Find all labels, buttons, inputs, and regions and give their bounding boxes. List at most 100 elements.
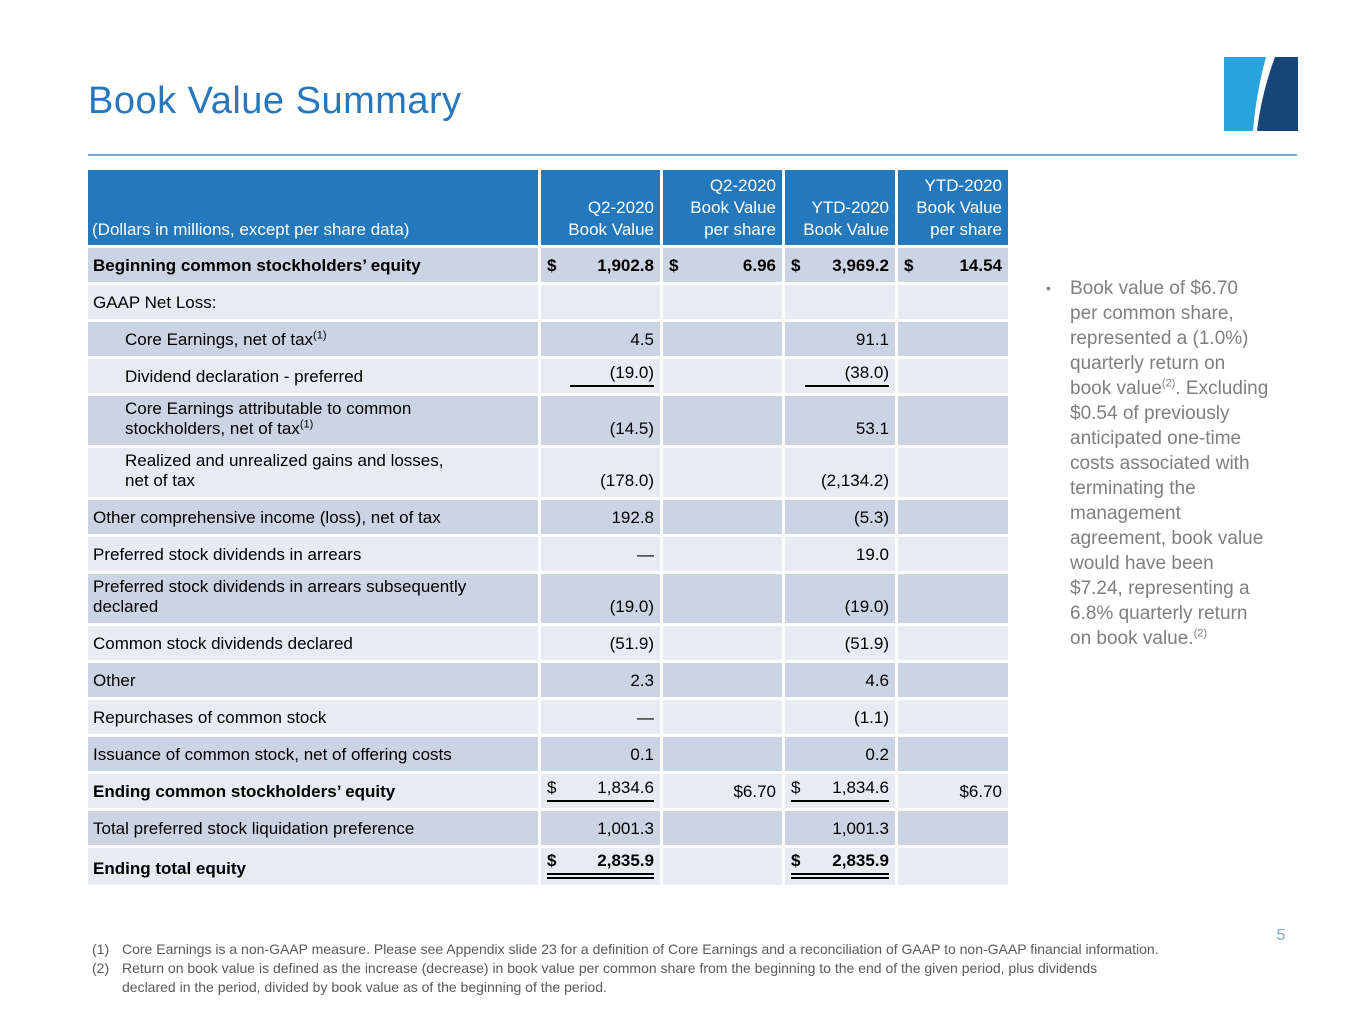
value-cell: (19.0) bbox=[541, 359, 660, 393]
value-cell: $3,969.2 bbox=[785, 248, 895, 282]
value-cell bbox=[898, 811, 1008, 845]
footnotes-list: (1) Core Earnings is a non-GAAP measure. … bbox=[92, 940, 1232, 997]
page-title: Book Value Summary bbox=[88, 80, 462, 122]
value-cell: — bbox=[541, 700, 660, 734]
note-line: would have been bbox=[1070, 553, 1214, 574]
note-line: agreement, book value bbox=[1070, 528, 1264, 549]
table-row: Repurchases of common stock — (1.1) bbox=[88, 700, 1008, 734]
value-cell: $6.70 bbox=[898, 774, 1008, 808]
page-number: 5 bbox=[1276, 927, 1286, 944]
value-cell: (1.1) bbox=[785, 700, 895, 734]
row-label: Other comprehensive income (loss), net o… bbox=[88, 500, 538, 534]
value-cell: $2,835.9 bbox=[541, 848, 660, 885]
value-cell: 0.2 bbox=[785, 737, 895, 771]
value-cell bbox=[663, 285, 782, 319]
note-line: represented a (1.0%) bbox=[1070, 328, 1249, 349]
value-cell: 192.8 bbox=[541, 500, 660, 534]
table-row: Preferred stock dividends in arrears sub… bbox=[88, 574, 1008, 623]
column-header: Q2-2020 Book Value bbox=[541, 170, 660, 245]
sidebar-note-text: Book value of $6.70 per common share, repr… bbox=[1070, 276, 1292, 651]
value-cell: 1,001.3 bbox=[785, 811, 895, 845]
table-row: Other 2.3 4.6 bbox=[88, 663, 1008, 697]
value-cell: 19.0 bbox=[785, 537, 895, 571]
note-line: Book value of $6.70 bbox=[1070, 278, 1238, 299]
value-cell: $6.96 bbox=[663, 248, 782, 282]
value-cell bbox=[898, 285, 1008, 319]
row-label: Beginning common stockholders’ equity bbox=[88, 248, 538, 282]
table-row: Core Earnings, net of tax(1) 4.5 91.1 bbox=[88, 322, 1008, 356]
row-label: GAAP Net Loss: bbox=[88, 285, 538, 319]
value-cell: $14.54 bbox=[898, 248, 1008, 282]
table-row: GAAP Net Loss: bbox=[88, 285, 1008, 319]
note-line: quarterly return on bbox=[1070, 353, 1226, 374]
table-header-row: (Dollars in millions, except per share d… bbox=[88, 170, 1008, 245]
value-cell: 2.3 bbox=[541, 663, 660, 697]
value-cell: $6.70 bbox=[663, 774, 782, 808]
sidebar-note: • Book value of $6.70 per common share, re… bbox=[1046, 276, 1292, 651]
value-cell bbox=[663, 448, 782, 497]
value-cell bbox=[663, 626, 782, 660]
value-cell: 1,001.3 bbox=[541, 811, 660, 845]
value-cell: (51.9) bbox=[785, 626, 895, 660]
table-row: Total preferred stock liquidation prefer… bbox=[88, 811, 1008, 845]
note-line: 6.8% quarterly return bbox=[1070, 603, 1248, 624]
book-value-table: (Dollars in millions, except per share d… bbox=[88, 170, 1008, 888]
column-header: YTD-2020 Book Value bbox=[785, 170, 895, 245]
table-row: Dividend declaration - preferred (19.0) (3… bbox=[88, 359, 1008, 393]
table-row: Realized and unrealized gains and losses… bbox=[88, 448, 1008, 497]
footnote-marker: (2) bbox=[92, 960, 110, 976]
value-cell bbox=[898, 537, 1008, 571]
company-logo-icon bbox=[1224, 57, 1298, 131]
value-cell bbox=[663, 848, 782, 885]
value-cell bbox=[898, 574, 1008, 623]
value-cell bbox=[898, 848, 1008, 885]
row-label: Preferred stock dividends in arrears bbox=[88, 537, 538, 571]
value-cell bbox=[898, 737, 1008, 771]
value-cell: (38.0) bbox=[785, 359, 895, 393]
table-row: Preferred stock dividends in arrears — 19.… bbox=[88, 537, 1008, 571]
note-line: book value(2). Excluding bbox=[1070, 377, 1269, 399]
note-line: anticipated one-time bbox=[1070, 428, 1242, 449]
value-cell bbox=[663, 396, 782, 445]
note-line: on book value.(2) bbox=[1070, 627, 1208, 649]
note-line: costs associated with bbox=[1070, 453, 1250, 474]
note-line: $7.24, representing a bbox=[1070, 578, 1250, 599]
value-cell: 91.1 bbox=[785, 322, 895, 356]
note-line: terminating the bbox=[1070, 478, 1196, 499]
footnote-marker: (1) bbox=[92, 941, 110, 957]
value-cell bbox=[898, 448, 1008, 497]
value-cell: 4.5 bbox=[541, 322, 660, 356]
value-cell bbox=[663, 574, 782, 623]
value-cell: $1,834.6 bbox=[541, 774, 660, 808]
value-cell: $1,902.8 bbox=[541, 248, 660, 282]
table-row: Ending common stockholders’ equity $1,834… bbox=[88, 774, 1008, 808]
note-line: management bbox=[1070, 503, 1181, 524]
value-cell bbox=[898, 663, 1008, 697]
value-cell: (5.3) bbox=[785, 500, 895, 534]
footnote: (1) Core Earnings is a non-GAAP measure. … bbox=[92, 940, 1232, 959]
value-cell bbox=[898, 626, 1008, 660]
value-cell bbox=[898, 500, 1008, 534]
value-cell bbox=[663, 359, 782, 393]
column-header: YTD-2020 Book Value per share bbox=[898, 170, 1008, 245]
value-cell bbox=[898, 700, 1008, 734]
row-label: Core Earnings, net of tax(1) bbox=[88, 322, 538, 356]
value-cell: — bbox=[541, 537, 660, 571]
row-label: Other bbox=[88, 663, 538, 697]
table-row: Other comprehensive income (loss), net o… bbox=[88, 500, 1008, 534]
column-header: Q2-2020 Book Value per share bbox=[663, 170, 782, 245]
value-cell: (19.0) bbox=[541, 574, 660, 623]
value-cell: 53.1 bbox=[785, 396, 895, 445]
note-line: $0.54 of previously bbox=[1070, 403, 1230, 424]
table-row: Issuance of common stock, net of offerin… bbox=[88, 737, 1008, 771]
footnote-text: Return on book value is defined as the i… bbox=[122, 960, 1098, 995]
value-cell bbox=[898, 359, 1008, 393]
value-cell bbox=[663, 500, 782, 534]
value-cell: (51.9) bbox=[541, 626, 660, 660]
row-label: Preferred stock dividends in arrears sub… bbox=[88, 574, 538, 623]
row-label: Common stock dividends declared bbox=[88, 626, 538, 660]
value-cell: (19.0) bbox=[785, 574, 895, 623]
row-label: Total preferred stock liquidation prefer… bbox=[88, 811, 538, 845]
value-cell bbox=[663, 663, 782, 697]
